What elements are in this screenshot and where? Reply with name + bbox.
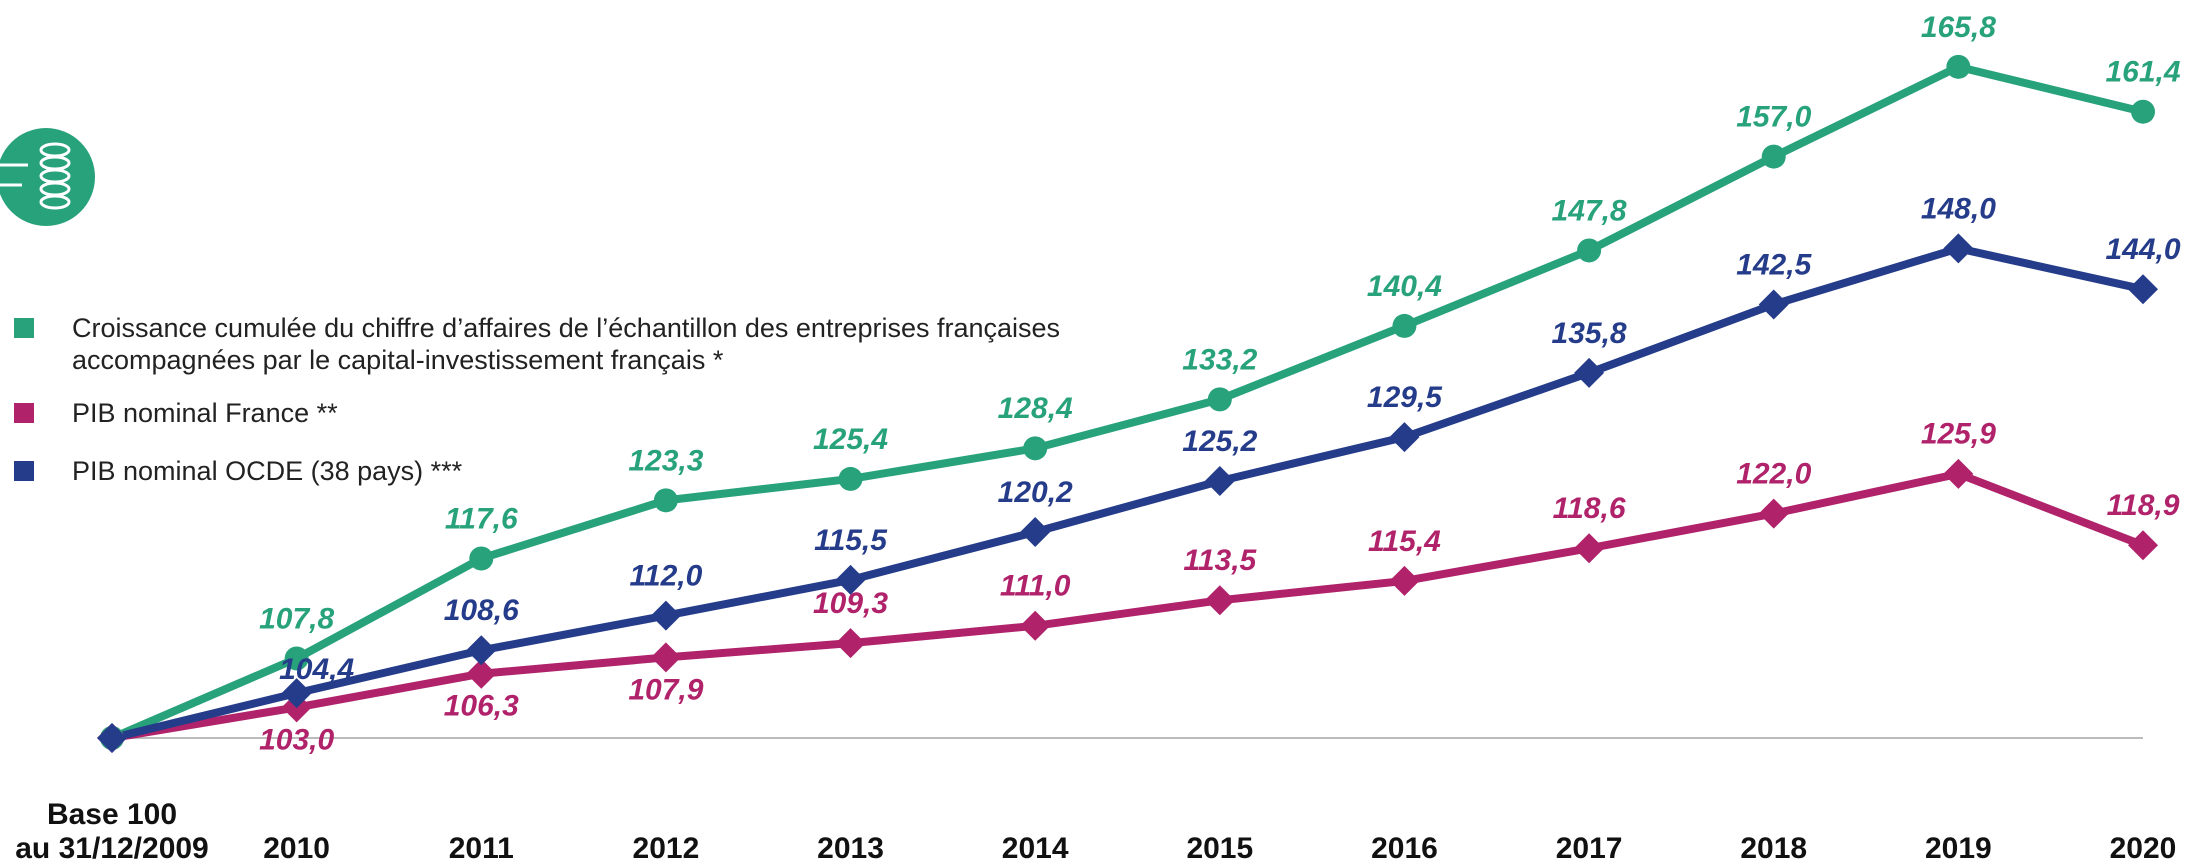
value-label: 120,2 (998, 476, 1073, 509)
value-label: 115,4 (1368, 525, 1441, 558)
x-tick-label: 2014 (1001, 832, 1069, 865)
marker (1574, 357, 1605, 388)
value-label: 123,3 (628, 444, 703, 477)
value-label: 112,0 (629, 560, 702, 593)
value-label: 125,9 (1921, 418, 1996, 451)
marker (1758, 289, 1789, 320)
marker (2128, 530, 2158, 561)
value-label: 144,0 (2105, 233, 2180, 266)
marker (1389, 422, 1420, 453)
marker (97, 723, 127, 753)
value-label: 142,5 (1736, 248, 1812, 281)
value-label: 107,8 (259, 602, 334, 635)
value-label: 157,0 (1736, 101, 1811, 134)
marker (1577, 238, 1602, 263)
value-label: 118,6 (1553, 492, 1626, 525)
value-label: 122,0 (1736, 458, 1811, 491)
marker (653, 488, 678, 513)
marker (2131, 99, 2155, 124)
marker (469, 546, 494, 571)
marker (1946, 54, 1971, 79)
value-label: 113,5 (1183, 544, 1257, 577)
marker (1943, 233, 1974, 264)
marker (1943, 458, 1974, 489)
marker (1761, 144, 1786, 169)
value-label: 133,2 (1182, 343, 1257, 376)
series-line (111, 469, 2145, 742)
value-label: 125,4 (813, 423, 888, 456)
value-label: 104,4 (279, 653, 354, 686)
value-label: 148,0 (1921, 192, 1996, 225)
value-label: 117,6 (445, 502, 518, 535)
marker (1204, 465, 1235, 496)
value-label: 125,2 (1182, 425, 1257, 458)
marker (1023, 436, 1048, 461)
marker (1389, 565, 1420, 596)
value-label: 103,0 (259, 723, 334, 756)
marker (835, 628, 866, 659)
legend-marker (14, 318, 34, 338)
value-label: 118,9 (2107, 489, 2180, 522)
x-tick-label: 2013 (817, 832, 884, 865)
value-label: 147,8 (1552, 194, 1627, 227)
value-label: 107,9 (628, 673, 703, 706)
x-tick-label: 2011 (448, 832, 514, 865)
legend-marker (14, 403, 34, 423)
marker (650, 642, 681, 673)
series-line (111, 244, 2144, 742)
marker (284, 646, 309, 671)
value-label: 111,0 (1000, 570, 1071, 603)
value-label: 161,4 (2105, 56, 2180, 89)
marker (1392, 313, 1417, 338)
value-label: 165,8 (1921, 11, 1996, 44)
marker (650, 600, 681, 631)
x-tick-label: 2018 (1740, 832, 1808, 865)
marker (1204, 585, 1235, 616)
x-tick-label: Base 100 au 31/12/2009 (15, 798, 209, 865)
x-tick-label: 2016 (1371, 832, 1438, 865)
value-label: 128,4 (998, 392, 1073, 425)
legend-label: PIB nominal France ** (72, 398, 338, 428)
marker (466, 635, 497, 666)
marker (1574, 533, 1605, 564)
x-tick-label: 2010 (263, 832, 330, 865)
marker (1758, 498, 1789, 529)
marker (466, 658, 497, 689)
x-tick-label: 2017 (1555, 832, 1623, 865)
x-tick-label: 2015 (1186, 832, 1254, 865)
legend-label: Croissance cumulée du chiffre d’affaires… (72, 313, 1061, 375)
marker (838, 466, 863, 491)
series-line (110, 62, 2144, 742)
value-label: 106,3 (444, 690, 519, 723)
marker (2128, 274, 2158, 305)
value-label: 135,8 (1552, 317, 1627, 350)
value-label: 129,5 (1367, 381, 1443, 414)
x-tick-label: 2019 (1924, 832, 1992, 865)
value-label: 115,5 (814, 524, 888, 557)
value-label: 108,6 (444, 594, 519, 627)
marker (1020, 610, 1051, 641)
legend-label: PIB nominal OCDE (38 pays) *** (72, 456, 463, 486)
x-tick-label: 2012 (632, 832, 700, 865)
icon (0, 128, 95, 226)
marker (1020, 516, 1051, 547)
marker (281, 678, 312, 709)
value-label: 140,4 (1367, 270, 1442, 303)
x-tick-label: 2020 (2109, 832, 2177, 865)
legend-marker (14, 461, 34, 481)
marker (1207, 387, 1232, 412)
marker (835, 564, 866, 595)
